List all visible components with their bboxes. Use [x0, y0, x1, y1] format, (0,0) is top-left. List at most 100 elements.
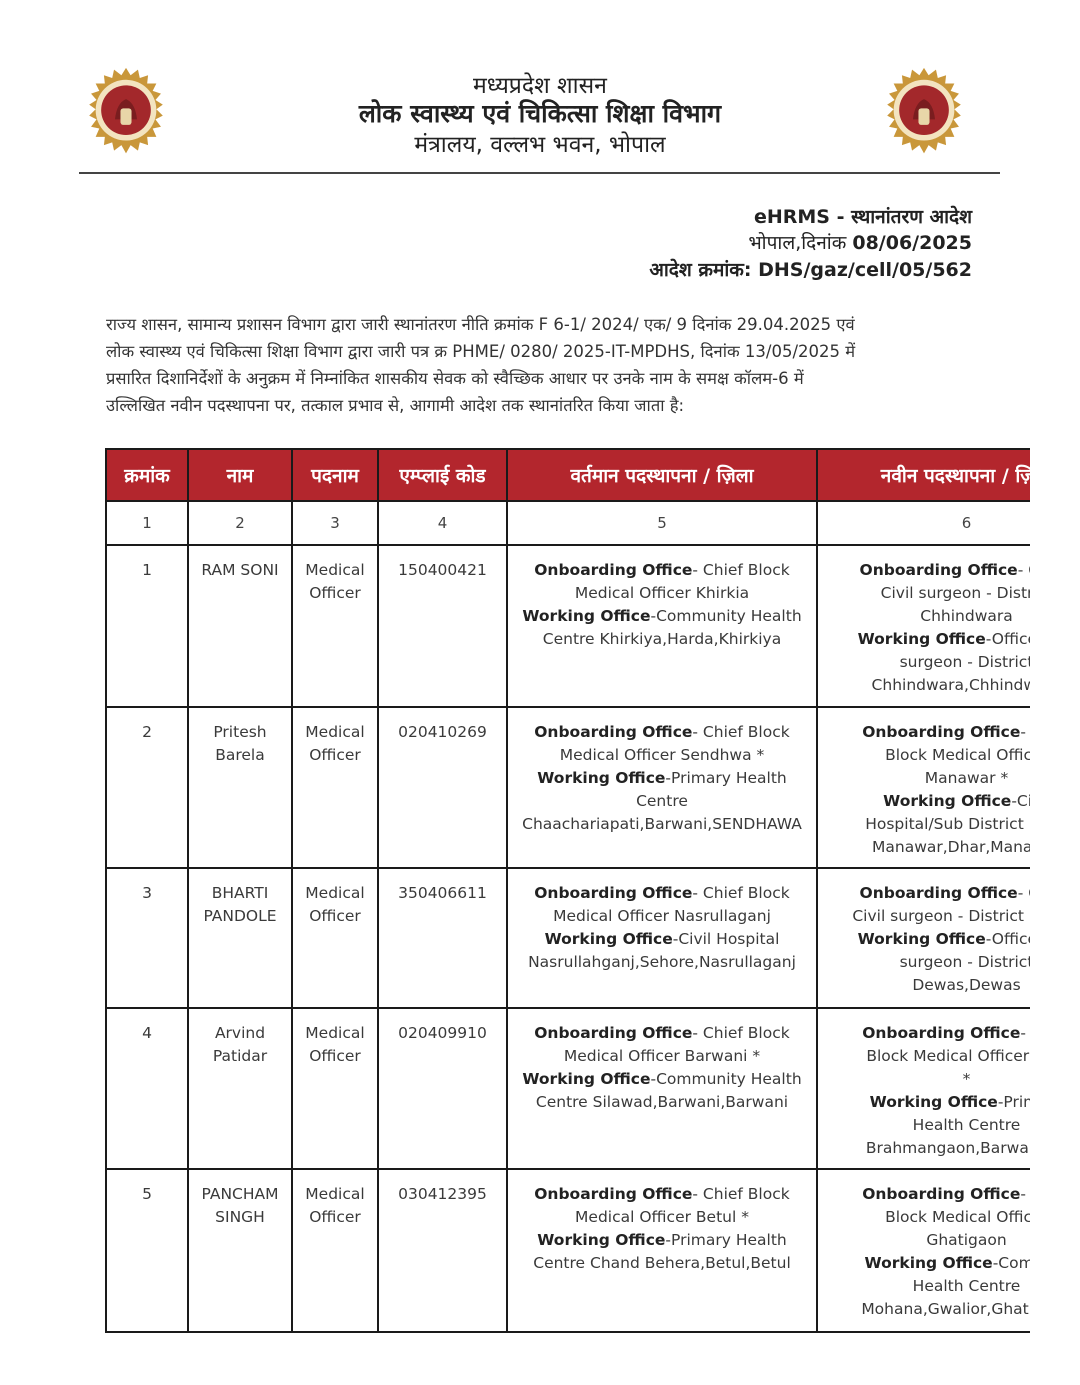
office-label: Onboarding Office [862, 723, 1021, 741]
office-text: -Office Of C [985, 930, 1030, 948]
cell-name: Pritesh Barela [187, 706, 293, 869]
office-label: Working Office [522, 607, 651, 625]
office-text: Centre Silawad,Barwani,Barwani [535, 1093, 789, 1111]
table-row: 2 Pritesh Barela Medical Officer 020410269 Onb… [105, 706, 1030, 869]
header-department: लोक स्वास्थ्य एवं चिकित्सा शिक्षा विभाग [358, 99, 722, 128]
cell-employee-code: 030412395 [377, 1168, 508, 1333]
cell-text: Medical [305, 561, 365, 579]
column-number-employee-code: 4 [377, 500, 508, 546]
cell-current-posting: Onboarding Office- Chief Block Medical Of… [506, 1007, 818, 1170]
office-text: surgeon - District [899, 953, 1030, 971]
cell-text: Barela [215, 746, 265, 764]
office-text: Block Medical Officer Thik [866, 1047, 1030, 1065]
office-text: Chhindwara,Chhindwara [871, 676, 1030, 694]
office-text: Brahmangaon,Barwani,Th [865, 1139, 1030, 1157]
cell-line: Working Office-Civil [818, 790, 1030, 813]
office-text: - Chief Block [692, 561, 790, 579]
cell-text: 030412395 [398, 1185, 487, 1203]
office-label: Working Office [537, 769, 666, 787]
office-text: - Office [1017, 884, 1030, 902]
office-label: Onboarding Office [862, 1185, 1021, 1203]
cell-line: Chhindwara [818, 605, 1030, 628]
cell-line: Medical Officer Betul * [508, 1206, 816, 1229]
cell-text: 350406611 [398, 884, 487, 902]
cell-line: Brahmangaon,Barwani,Th [818, 1137, 1030, 1160]
order-title: eHRMS - स्थानांतरण आदेश [753, 206, 972, 228]
office-label: Onboarding Office [534, 884, 693, 902]
cell-line: * [818, 1068, 1030, 1091]
cell-serial: 5 [105, 1168, 189, 1333]
office-text: -Community Health [650, 1070, 802, 1088]
office-text: Medical Officer Betul * [575, 1208, 749, 1226]
cell-designation: Medical Officer [291, 544, 379, 708]
office-text: Ghatigaon [926, 1231, 1007, 1249]
paragraph-line: लोक स्वास्थ्य एवं चिकित्सा शिक्षा विभाग … [106, 342, 856, 361]
cell-text: Officer [309, 746, 361, 764]
order-number-label: आदेश क्रमांक: [649, 259, 752, 281]
office-text: -Primary Health [665, 1231, 787, 1249]
cell-line: Block Medical Officer Thik [818, 1045, 1030, 1068]
office-text: Nasrullahganj,Sehore,Nasrullaganj [528, 953, 796, 971]
order-date-value: 08/06/2025 [852, 232, 972, 254]
cell-line: Chaachariapati,Barwani,SENDHAWA [508, 813, 816, 836]
cell-line: Manawar * [818, 767, 1030, 790]
office-label: Working Office [857, 930, 986, 948]
header-government: मध्यप्रदेश शासन [473, 73, 607, 99]
office-text: Chaachariapati,Barwani,SENDHAWA [522, 815, 802, 833]
header-designation: पदनाम [291, 448, 379, 502]
office-text: -Civil [1011, 792, 1030, 810]
cell-line: Nasrullahganj,Sehore,Nasrullaganj [508, 951, 816, 974]
office-label: Working Office [864, 1254, 993, 1272]
header-serial: क्रमांक [105, 448, 189, 502]
office-text: - Chief Block [692, 1185, 790, 1203]
cell-line: Onboarding Office- Chief [818, 1183, 1030, 1206]
paragraph-line: प्रसारित दिशानिर्देशों के अनुक्रम में नि… [106, 369, 804, 388]
cell-current-posting: Onboarding Office- Chief Block Medical Of… [506, 867, 818, 1009]
office-text: * [962, 1070, 971, 1088]
cell-line: Onboarding Office- Office [818, 559, 1030, 582]
cell-serial: 4 [105, 1007, 189, 1170]
office-label: Onboarding Office [859, 884, 1018, 902]
cell-text: Medical [305, 1024, 365, 1042]
cell-current-posting: Onboarding Office- Chief Block Medical Of… [506, 1168, 818, 1333]
cell-current-posting: Onboarding Office- Chief Block Medical Of… [506, 544, 818, 708]
office-text: Block Medical Officer [885, 1208, 1030, 1226]
cell-new-posting: Onboarding Office- Chief Block Medical Of… [816, 706, 1030, 869]
cell-line: Centre Khirkiya,Harda,Khirkiya [508, 628, 816, 651]
office-label: Onboarding Office [862, 1024, 1021, 1042]
header-name: नाम [187, 448, 293, 502]
office-text: Chhindwara [920, 607, 1013, 625]
cell-designation: Medical Officer [291, 706, 379, 869]
cell-text: PANDOLE [203, 907, 277, 925]
order-date: भोपाल,दिनांक 08/06/2025 [748, 229, 972, 255]
cell-text: Officer [309, 1047, 361, 1065]
cell-text: Pritesh [213, 723, 267, 741]
office-text: surgeon - District [899, 653, 1030, 671]
header-new-posting: नवीन पदस्थापना / ज़िला [816, 448, 1030, 502]
office-text: Medical Officer Khirkia [574, 584, 750, 602]
cell-employee-code: 020410269 [377, 706, 508, 869]
cell-line: Onboarding Office- Office [818, 882, 1030, 905]
cell-text: 3 [142, 884, 152, 902]
table-row: 3 BHARTI PANDOLE Medical Officer 350406611 Onb… [105, 867, 1030, 1009]
paragraph-line: राज्य शासन, सामान्य प्रशासन विभाग द्वारा… [106, 315, 855, 334]
column-number-new-posting: 6 [816, 500, 1030, 546]
office-text: -Office Of C [985, 630, 1030, 648]
cell-serial: 1 [105, 544, 189, 708]
cell-serial: 3 [105, 867, 189, 1009]
cell-new-posting: Onboarding Office- Office Civil surgeon -… [816, 867, 1030, 1009]
office-text: - Chief Block [692, 1024, 790, 1042]
cell-name: RAM SONI [187, 544, 293, 708]
cell-new-posting: Onboarding Office- Chief Block Medical Of… [816, 1007, 1030, 1170]
cell-current-posting: Onboarding Office- Chief Block Medical Of… [506, 706, 818, 869]
cell-line: Medical Officer Sendhwa * [508, 744, 816, 767]
cell-text: Medical [305, 723, 365, 741]
column-number-current-posting: 5 [506, 500, 818, 546]
office-label: Working Office [544, 930, 673, 948]
cell-text: PANCHAM [201, 1185, 279, 1203]
office-text: - Office [1017, 561, 1030, 579]
office-label: Working Office [869, 1093, 998, 1111]
cell-line: Working Office-Office Of C [818, 928, 1030, 951]
